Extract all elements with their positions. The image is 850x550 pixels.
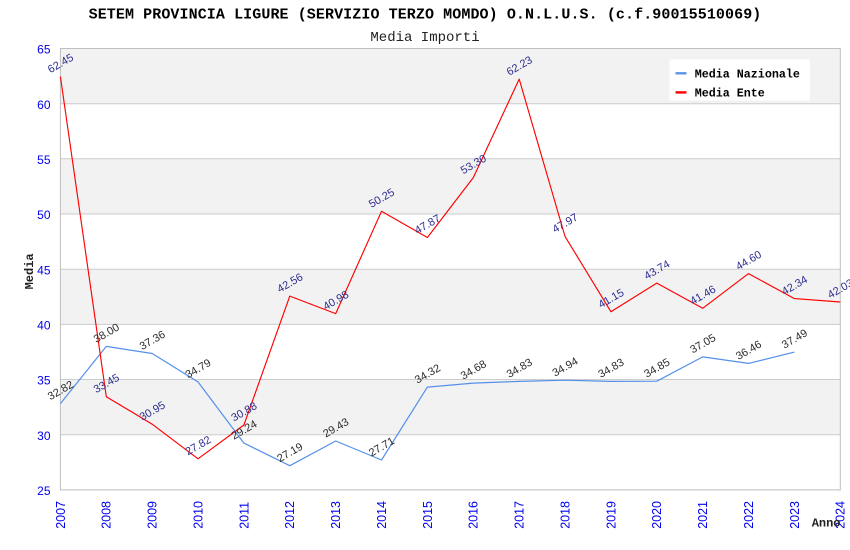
svg-text:2013: 2013 — [329, 501, 343, 529]
svg-text:2014: 2014 — [375, 501, 389, 529]
svg-text:2023: 2023 — [788, 501, 802, 529]
svg-text:34.94: 34.94 — [551, 355, 581, 379]
svg-text:47.97: 47.97 — [551, 212, 581, 236]
svg-text:2019: 2019 — [604, 501, 618, 529]
svg-text:35: 35 — [37, 374, 51, 388]
svg-text:45: 45 — [37, 263, 51, 277]
svg-text:2016: 2016 — [467, 501, 481, 529]
svg-text:Anno: Anno — [812, 517, 841, 531]
svg-text:Media Nazionale: Media Nazionale — [695, 67, 800, 81]
svg-text:40: 40 — [37, 319, 51, 333]
svg-text:2022: 2022 — [742, 501, 756, 529]
svg-text:34.83: 34.83 — [505, 357, 535, 381]
svg-text:Media: Media — [23, 253, 37, 289]
svg-text:65: 65 — [37, 43, 51, 57]
svg-text:2008: 2008 — [100, 501, 114, 529]
svg-text:50: 50 — [37, 208, 51, 222]
svg-text:25: 25 — [37, 484, 51, 498]
svg-text:2015: 2015 — [421, 501, 435, 529]
svg-text:27.82: 27.82 — [184, 434, 214, 458]
svg-text:2011: 2011 — [237, 502, 251, 529]
svg-text:37.36: 37.36 — [138, 329, 168, 353]
svg-text:2012: 2012 — [283, 501, 297, 529]
svg-text:34.83: 34.83 — [596, 357, 626, 381]
svg-text:2024: 2024 — [834, 501, 848, 529]
svg-text:2020: 2020 — [650, 501, 664, 529]
svg-text:2017: 2017 — [513, 501, 527, 529]
svg-text:47.87: 47.87 — [413, 213, 443, 237]
svg-text:Media Importi: Media Importi — [370, 30, 479, 46]
svg-text:2021: 2021 — [696, 501, 710, 529]
svg-text:55: 55 — [37, 153, 51, 167]
svg-text:30: 30 — [37, 429, 51, 443]
svg-text:2018: 2018 — [558, 501, 572, 529]
svg-text:60: 60 — [37, 98, 51, 112]
svg-text:SETEM PROVINCIA LIGURE (SERVIZ: SETEM PROVINCIA LIGURE (SERVIZIO TERZO M… — [89, 7, 762, 24]
svg-text:34.68: 34.68 — [459, 358, 489, 382]
svg-text:2010: 2010 — [191, 501, 205, 529]
svg-text:34.85: 34.85 — [642, 356, 672, 380]
svg-text:34.79: 34.79 — [184, 357, 214, 381]
svg-text:37.05: 37.05 — [688, 332, 718, 356]
svg-text:2009: 2009 — [146, 501, 160, 529]
svg-text:27.71: 27.71 — [367, 435, 397, 459]
svg-text:27.19: 27.19 — [275, 441, 305, 465]
svg-text:37.49: 37.49 — [780, 327, 810, 351]
svg-text:2007: 2007 — [54, 501, 68, 529]
svg-text:Media Ente: Media Ente — [695, 87, 765, 101]
svg-text:36.46: 36.46 — [734, 339, 764, 363]
